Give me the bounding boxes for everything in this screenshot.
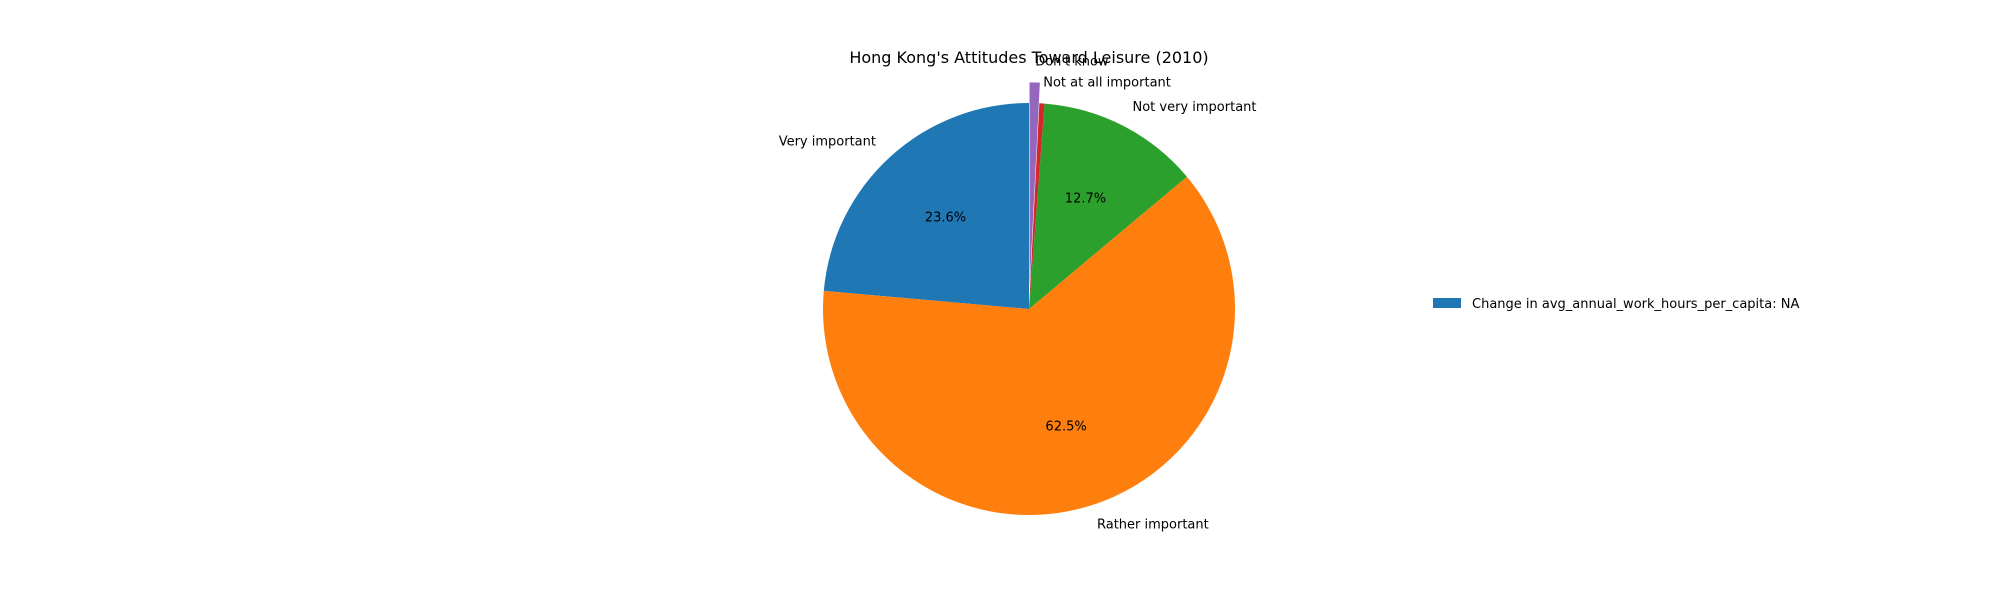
pie-labels: Very important 23.6% Rather important 62.5%… — [779, 54, 1257, 532]
slice-percent-label: 23.6% — [925, 210, 966, 225]
pie-slices — [823, 82, 1235, 515]
slice-label: Very important — [779, 134, 876, 149]
pie-slice-very-important — [823, 103, 1029, 309]
slice-label: Don't know — [1035, 54, 1109, 69]
slice-label: Rather important — [1097, 518, 1209, 533]
legend-swatch — [1433, 298, 1461, 308]
slice-label: Not very important — [1133, 100, 1257, 115]
legend: Change in avg_annual_work_hours_per_capi… — [1433, 297, 1799, 312]
slice-percent-label: 12.7% — [1065, 192, 1106, 207]
slice-label: Not at all important — [1043, 75, 1171, 90]
pie-slice-not-at-all-important — [1029, 103, 1045, 309]
chart-title: Hong Kong's Attitudes Toward Leisure (20… — [849, 48, 1208, 67]
slice-percent-label: 62.5% — [1045, 419, 1086, 434]
pie-slice-rather-important — [823, 176, 1235, 515]
legend-label: Change in avg_annual_work_hours_per_capi… — [1472, 297, 1799, 312]
pie-slice-don-t-know — [1029, 82, 1040, 289]
pie-slice-not-very-important — [1029, 103, 1187, 309]
